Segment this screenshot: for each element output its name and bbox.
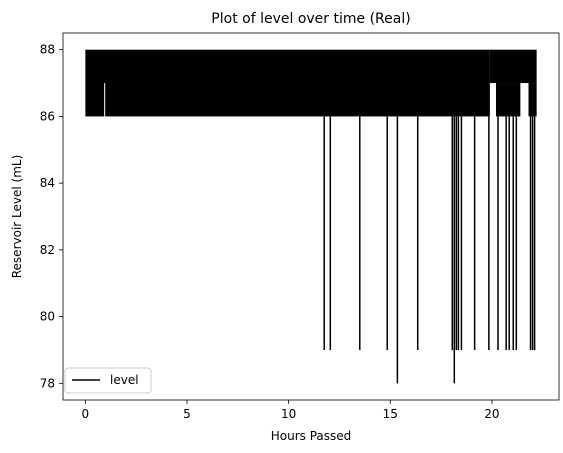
level-oscillation-band-2: [495, 83, 521, 117]
chart-title: Plot of level over time (Real): [211, 11, 410, 27]
y-tick-label: 88: [40, 43, 55, 57]
y-tick-label: 80: [40, 310, 55, 324]
y-axis-ticks: 78 80 82 84 86 88: [40, 43, 63, 390]
x-tick-label: 15: [383, 407, 398, 421]
x-axis-label: Hours Passed: [271, 429, 352, 443]
y-tick-label: 84: [40, 176, 55, 190]
x-tick-label: 0: [82, 407, 90, 421]
x-tick-label: 5: [183, 407, 191, 421]
y-tick-label: 78: [40, 376, 55, 390]
x-axis-ticks: 0 5 10 15 20: [82, 400, 500, 421]
y-tick-label: 86: [40, 109, 55, 123]
axes-frame: [62, 32, 560, 401]
plot-content: [85, 49, 537, 384]
legend: level: [64, 367, 152, 394]
x-tick-label: 10: [281, 407, 296, 421]
legend-entry-level: level: [110, 373, 139, 387]
level-oscillation-band-1: [489, 49, 537, 84]
y-tick-label: 82: [40, 243, 55, 257]
legend-box: [64, 367, 152, 394]
y-axis-label: Reservoir Level (mL): [10, 155, 24, 279]
level-oscillation-band-0: [85, 49, 490, 117]
level-oscillation-band-3: [528, 83, 537, 117]
x-tick-label: 20: [484, 407, 499, 421]
